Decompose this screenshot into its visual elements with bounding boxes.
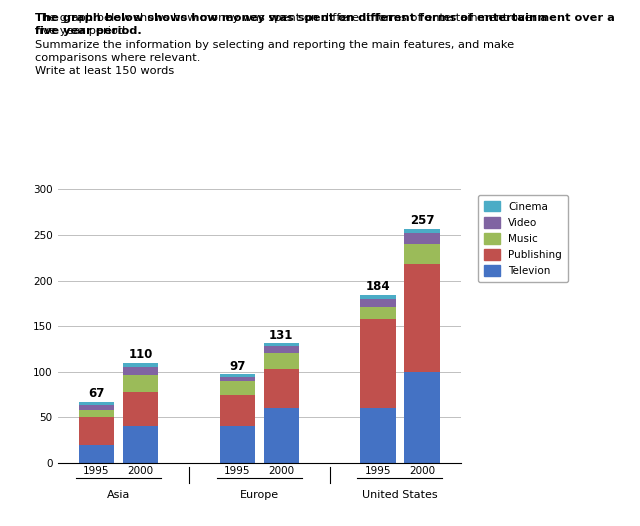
- Text: 97: 97: [229, 360, 245, 372]
- Text: United States: United States: [362, 490, 438, 500]
- Bar: [264, 352, 299, 369]
- Bar: [404, 244, 440, 264]
- Text: 257: 257: [410, 214, 434, 227]
- Bar: [404, 229, 440, 233]
- Bar: [79, 417, 114, 444]
- Text: 184: 184: [365, 280, 390, 294]
- Bar: [123, 427, 158, 463]
- Bar: [404, 233, 440, 244]
- Bar: [123, 367, 158, 376]
- Bar: [79, 410, 114, 417]
- Text: Asia: Asia: [107, 490, 130, 500]
- Bar: [404, 372, 440, 463]
- Bar: [360, 295, 396, 299]
- Text: 110: 110: [128, 348, 152, 361]
- Bar: [123, 376, 158, 392]
- Bar: [360, 299, 396, 307]
- Bar: [264, 346, 299, 352]
- Legend: Cinema, Video, Music, Publishing, Televion: Cinema, Video, Music, Publishing, Televi…: [478, 195, 568, 282]
- Text: Europe: Europe: [239, 490, 279, 500]
- Bar: [123, 392, 158, 427]
- Bar: [220, 394, 255, 427]
- Text: The graph below shows how money was spent on different forms of entertainment ov: The graph below shows how money was spen…: [35, 13, 547, 76]
- Text: 67: 67: [88, 387, 105, 400]
- Bar: [123, 362, 158, 367]
- Bar: [220, 375, 255, 377]
- Bar: [264, 408, 299, 463]
- Text: 131: 131: [269, 329, 293, 341]
- Bar: [220, 427, 255, 463]
- Bar: [79, 402, 114, 406]
- Bar: [360, 319, 396, 408]
- Bar: [360, 307, 396, 319]
- Bar: [79, 406, 114, 410]
- Bar: [79, 444, 114, 463]
- Bar: [220, 381, 255, 394]
- Text: The graph below shows how money was spent on different forms of entertainment ov: The graph below shows how money was spen…: [35, 13, 615, 36]
- Bar: [264, 369, 299, 408]
- Bar: [264, 343, 299, 346]
- Bar: [404, 264, 440, 372]
- Bar: [220, 377, 255, 381]
- Bar: [360, 408, 396, 463]
